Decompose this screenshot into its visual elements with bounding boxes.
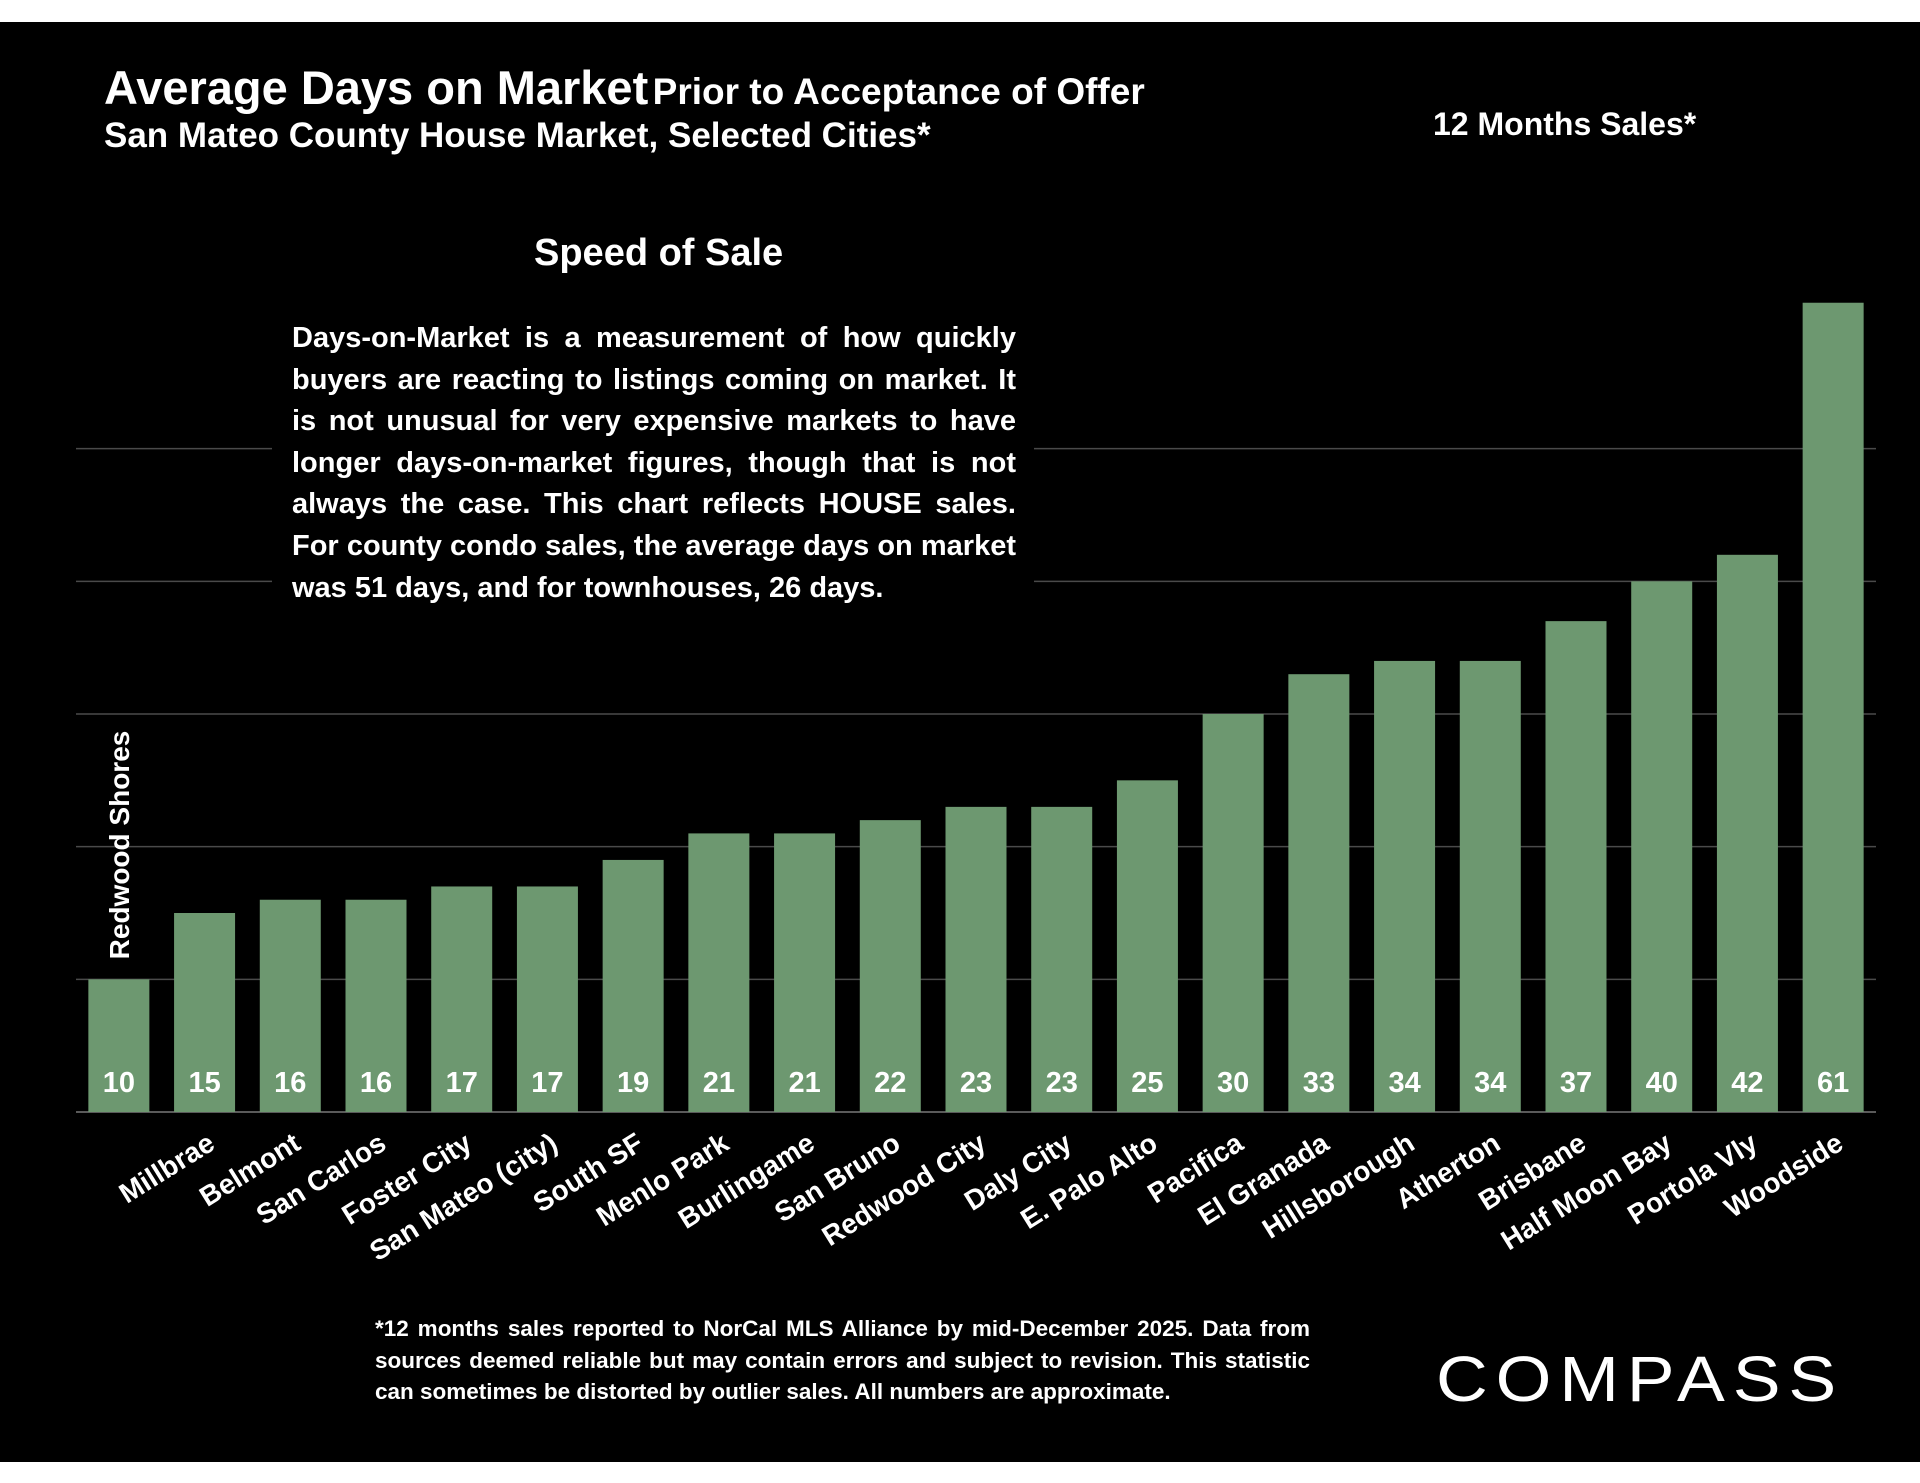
description-box (272, 312, 1034, 632)
bar-value-label: 17 (531, 1067, 563, 1099)
bar (1031, 806, 1093, 1112)
bar (945, 806, 1007, 1112)
bar (345, 899, 407, 1112)
bar (1374, 660, 1436, 1112)
bar (1288, 674, 1350, 1112)
bar (1545, 621, 1607, 1112)
bar-value-label: 23 (1046, 1067, 1078, 1099)
bar-value-label: 40 (1646, 1067, 1678, 1099)
period-label: 12 Months Sales* (1433, 106, 1697, 142)
bar-value-label: 34 (1388, 1067, 1420, 1099)
chart-title-suffix: Prior to Acceptance of Offer (652, 71, 1145, 112)
bar-value-label: 17 (446, 1067, 478, 1099)
footnote: *12 months sales reported to NorCal MLS … (375, 1316, 1310, 1404)
bar (1716, 554, 1778, 1112)
bar-value-label: 23 (960, 1067, 992, 1099)
bars (88, 302, 1864, 1112)
bar-value-label: 33 (1303, 1067, 1335, 1099)
bar (688, 833, 750, 1112)
box-title: Speed of Sale (534, 232, 784, 274)
bar (88, 979, 150, 1112)
chart-subtitle: San Mateo County House Market, Selected … (104, 116, 931, 155)
bar-value-label: 37 (1560, 1067, 1592, 1099)
value-labels: 10 15 16 16 17 17 19 21 21 22 23 23 25 30 33 34 34 37 40 42… (103, 1067, 1850, 1099)
compass-logo: COMPASS (1436, 1345, 1844, 1411)
bar (516, 886, 578, 1112)
box-description: Days-on-Market is a measurement of how q… (292, 322, 1016, 604)
chart-title-line: Average Days on Market Prior to Acceptan… (104, 60, 1145, 115)
bar (431, 886, 493, 1112)
bar-value-label: 22 (874, 1067, 906, 1099)
bar-value-label: 21 (788, 1067, 820, 1099)
bar-value-label: 34 (1474, 1067, 1506, 1099)
bar-value-label: 15 (188, 1067, 220, 1099)
bar (1116, 780, 1178, 1112)
bar (1459, 660, 1521, 1112)
bar (1802, 302, 1864, 1112)
bar (774, 833, 836, 1112)
bar (1631, 581, 1693, 1112)
bar (1202, 714, 1264, 1112)
bar (602, 859, 664, 1112)
bar-value-label: 16 (274, 1067, 306, 1099)
bar (859, 820, 921, 1112)
bar-value-label: 10 (103, 1067, 135, 1099)
chart-title: Average Days on Market (104, 61, 649, 114)
bar (174, 913, 236, 1112)
bar-value-label: 21 (703, 1067, 735, 1099)
bar-value-label: 61 (1817, 1067, 1849, 1099)
bar-value-label: 25 (1131, 1067, 1163, 1099)
bar-value-label: 19 (617, 1067, 649, 1099)
bar (259, 899, 321, 1112)
bar-value-label: 42 (1731, 1067, 1763, 1099)
category-label: Redwood Shores (104, 731, 135, 960)
bar-value-label: 16 (360, 1067, 392, 1099)
logo-wordmark: COMPASS (1436, 1345, 1844, 1411)
bar-value-label: 30 (1217, 1067, 1249, 1099)
